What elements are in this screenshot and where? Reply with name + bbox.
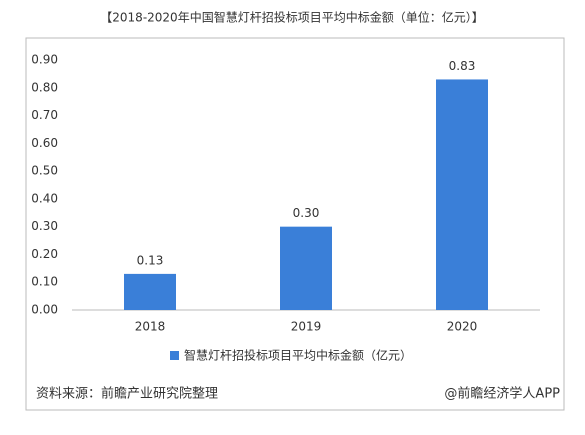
x-tick-label: 2020 [447,320,478,334]
chart-border [25,37,565,411]
bar [436,79,488,310]
y-tick-label: 0.40 [31,191,58,205]
x-tick-label: 2018 [135,320,166,334]
value-label: 0.30 [293,206,320,220]
y-tick-label: 0.90 [31,53,58,67]
y-tick-label: 0.60 [31,136,58,150]
y-tick-label: 0.20 [31,247,58,261]
credit-note: @前瞻经济学人APP [444,386,560,402]
y-tick-label: 0.10 [31,275,58,289]
value-label: 0.83 [449,59,476,73]
source-note: 资料来源：前瞻产业研究院整理 [36,386,218,402]
x-tick-label: 2019 [291,320,322,334]
y-tick-label: 0.30 [31,219,58,233]
chart-title: 【2018-2020年中国智慧灯杆招投标项目平均中标金额（单位：亿元）】 [100,10,483,25]
value-label: 0.13 [137,253,164,267]
bar [124,273,176,310]
y-tick-label: 0.80 [31,80,58,94]
legend-label: 智慧灯杆招投标项目平均中标金额（亿元） [184,348,412,363]
y-tick-label: 0.70 [31,108,58,122]
y-tick-label: 0.00 [31,303,58,317]
y-tick-label: 0.50 [31,164,58,178]
legend-swatch [170,351,179,360]
bar [280,226,332,310]
